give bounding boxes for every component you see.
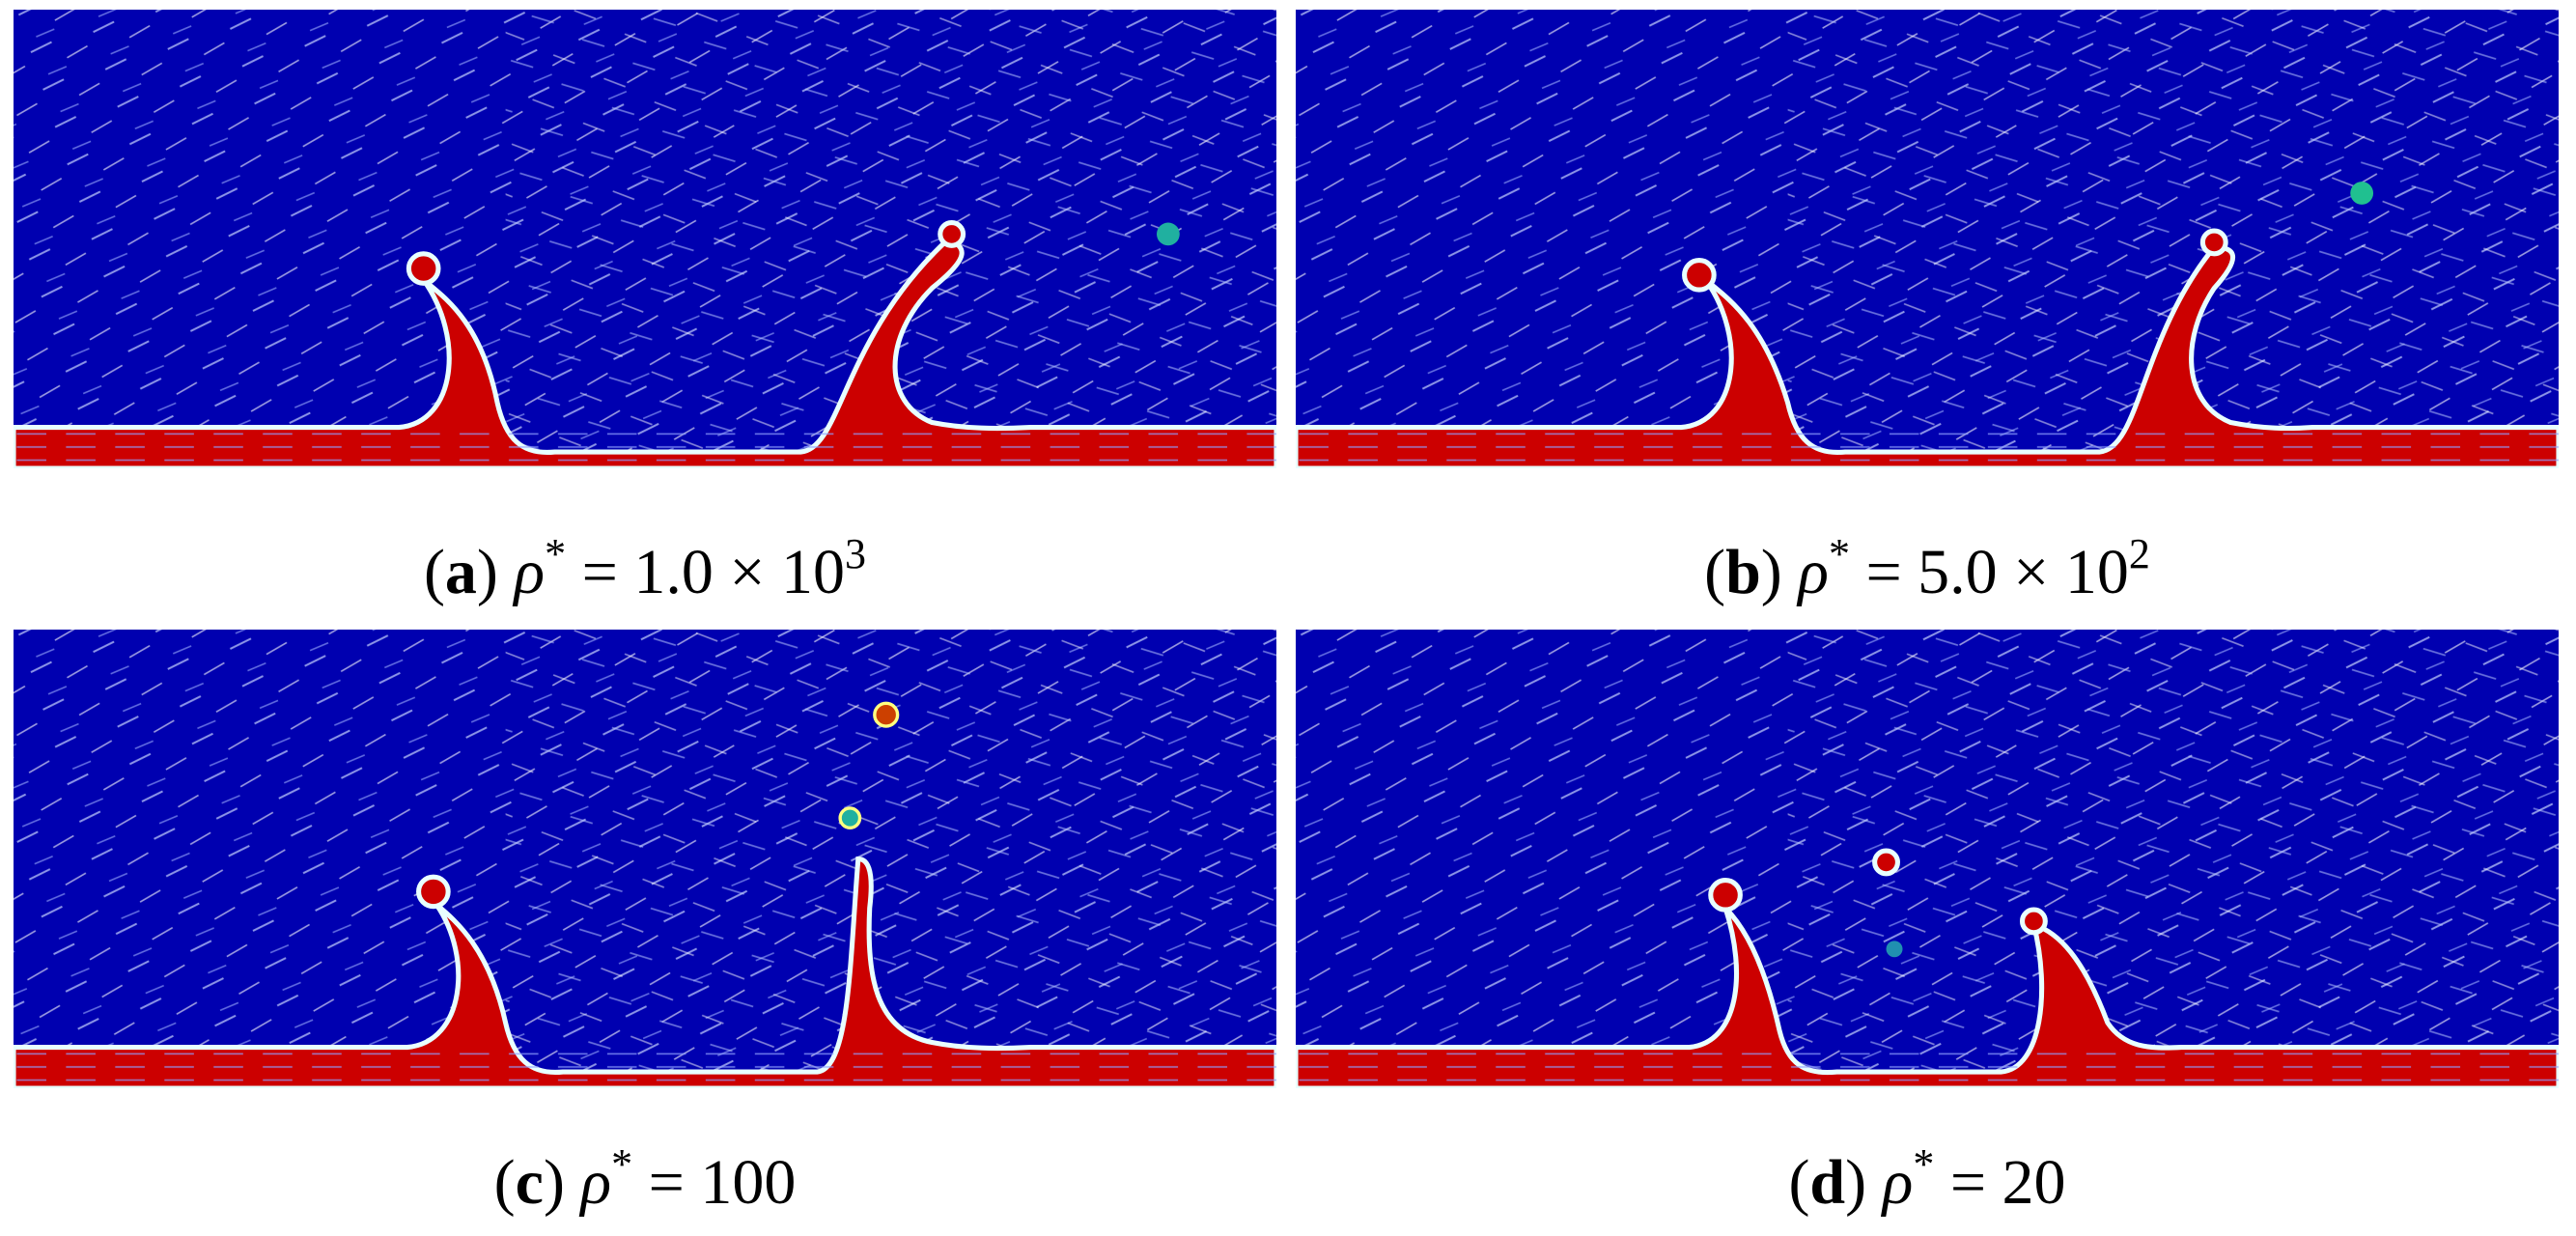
caption-rhs: = 20 [1949, 1147, 2066, 1218]
symbol-sup: * [611, 1140, 633, 1188]
symbol-sup: * [1828, 530, 1850, 577]
caption-rhs: = 100 [648, 1147, 797, 1218]
symbol-sup: * [1913, 1140, 1935, 1188]
caption-rhs: = 5.0 × 10 [1865, 537, 2129, 607]
caption: (b) ρ* = 5.0 × 102 [1704, 530, 2150, 607]
simulation-panel [1296, 10, 2559, 468]
symbol: ρ [580, 1147, 612, 1218]
simulation-panel [14, 630, 1276, 1088]
exponent: 3 [845, 530, 867, 577]
symbol: ρ [514, 537, 546, 607]
caption-rhs: = 1.0 × 10 [581, 537, 846, 607]
caption: (a) ρ* = 1.0 × 103 [423, 530, 867, 607]
caption-label: a [444, 537, 477, 607]
caption: (c) ρ* = 100 [493, 1140, 797, 1218]
caption: (d) ρ* = 20 [1788, 1140, 2066, 1218]
simulation-panel [14, 10, 1276, 468]
simulation-panel [1296, 630, 2559, 1088]
symbol: ρ [1798, 537, 1829, 607]
caption-label: c [515, 1147, 544, 1218]
symbol: ρ [1882, 1147, 1914, 1218]
exponent: 2 [2128, 530, 2150, 577]
caption-label: b [1725, 537, 1761, 607]
symbol-sup: * [545, 530, 567, 577]
caption-label: d [1809, 1147, 1846, 1218]
